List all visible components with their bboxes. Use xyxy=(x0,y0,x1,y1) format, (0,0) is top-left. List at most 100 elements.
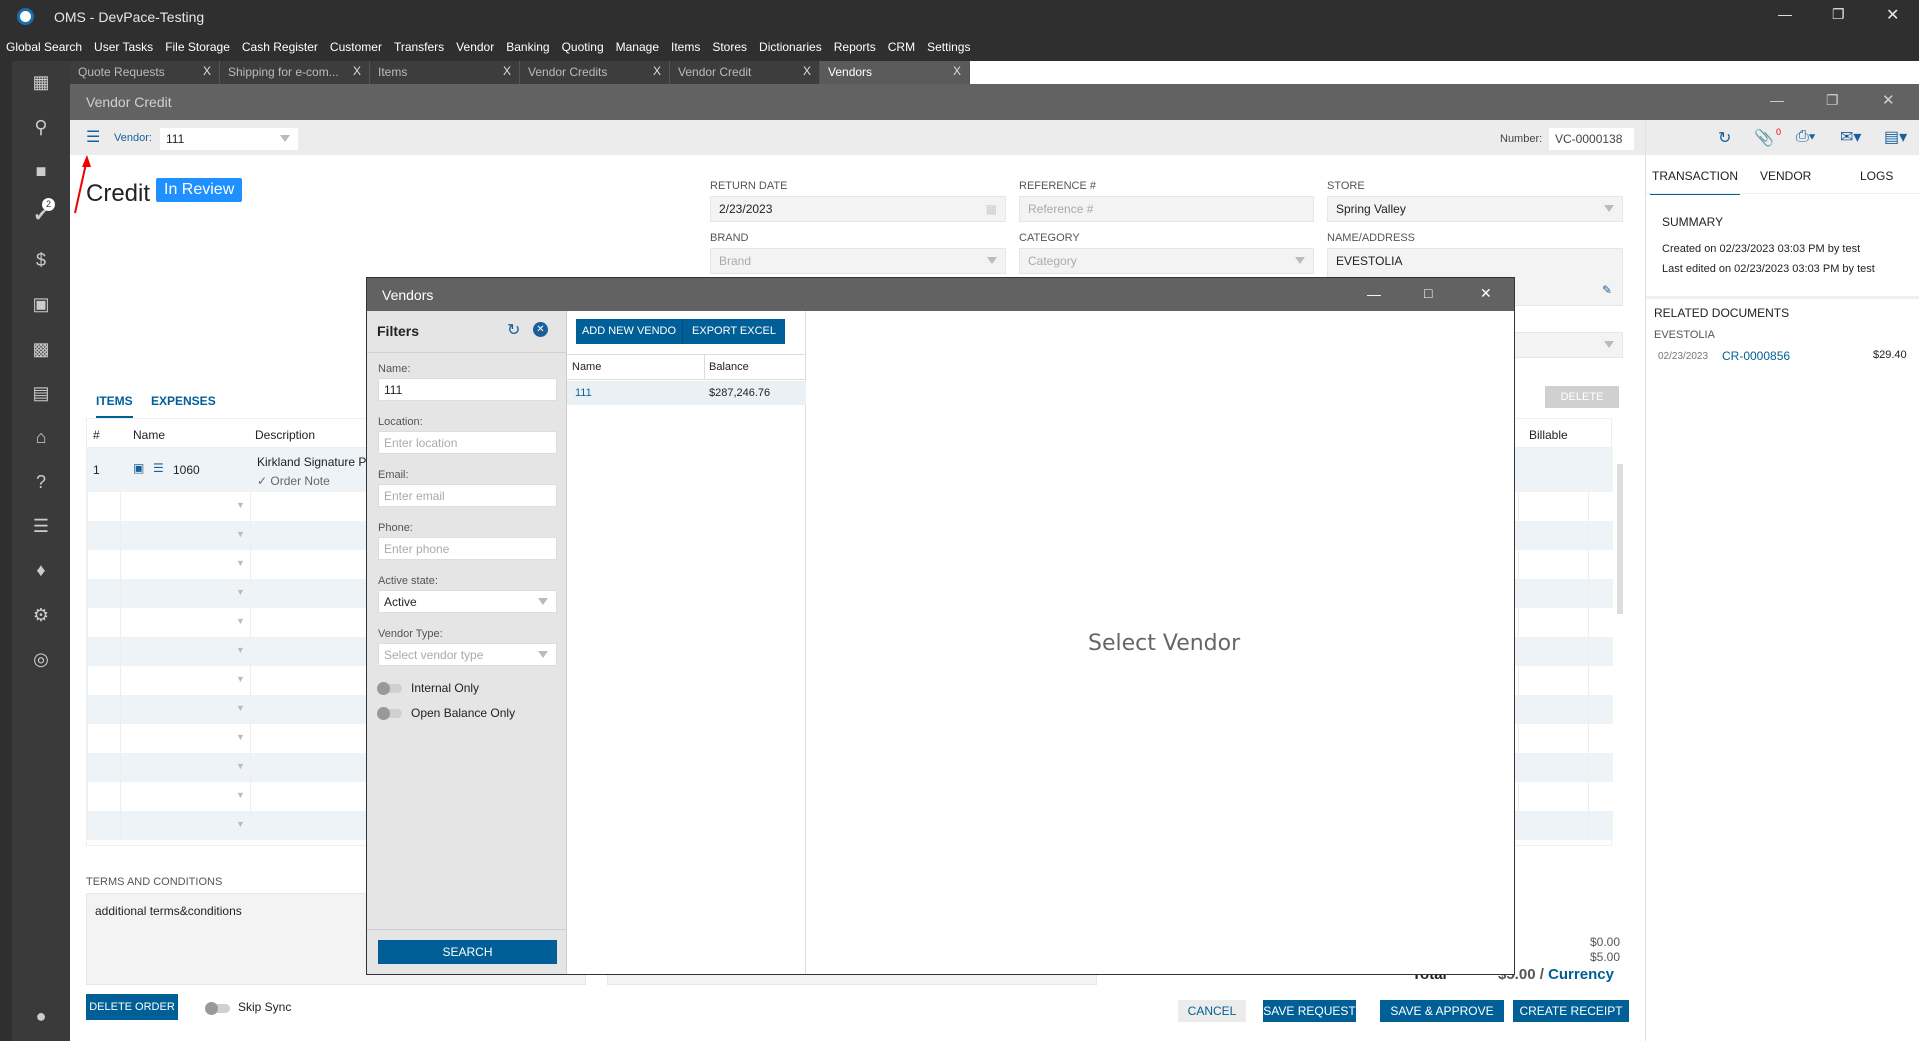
email-filter-input[interactable]: Enter email xyxy=(378,484,557,507)
table-row[interactable]: 111 $287,246.76 xyxy=(567,381,806,405)
doc-minimize-icon[interactable]: — xyxy=(1770,92,1784,108)
dialog-maximize-icon[interactable]: □ xyxy=(1424,285,1433,301)
refresh-filters-icon[interactable]: ↻ xyxy=(507,322,521,339)
brand-select[interactable]: Brand xyxy=(710,248,1006,274)
chevron-down-icon[interactable]: ▼ xyxy=(236,674,245,684)
category-select[interactable]: Category xyxy=(1019,248,1314,274)
store-icon[interactable]: ▤ xyxy=(32,383,50,403)
add-new-vendor-button[interactable]: ADD NEW VENDO xyxy=(576,319,682,344)
reference-field[interactable]: Reference # xyxy=(1019,196,1314,222)
restore-icon[interactable]: ❐ xyxy=(1832,6,1845,22)
chevron-down-icon[interactable]: ▼ xyxy=(236,732,245,742)
tab-close-icon[interactable]: X xyxy=(652,64,661,78)
vendor-type-select[interactable]: Select vendor type xyxy=(378,643,557,666)
location-filter-input[interactable]: Enter location xyxy=(378,431,557,454)
active-state-select[interactable]: Active xyxy=(378,590,557,613)
delete-item-button[interactable]: DELETE xyxy=(1545,386,1619,408)
save-approve-button[interactable]: SAVE & APPROVE xyxy=(1380,1000,1504,1022)
tag-icon[interactable]: ♦ xyxy=(36,560,46,580)
menu-item-file-storage[interactable]: File Storage xyxy=(165,40,230,54)
list-icon[interactable]: ☰ xyxy=(153,461,164,475)
print-icon[interactable]: ⎙▾ xyxy=(1796,128,1816,145)
menu-item-reports[interactable]: Reports xyxy=(833,40,876,54)
doc-restore-icon[interactable]: ❐ xyxy=(1826,92,1839,108)
dialog-close-icon[interactable]: ✕ xyxy=(1480,285,1492,301)
catalog-icon[interactable]: ▩ xyxy=(32,339,50,359)
email-icon[interactable]: ✉▾ xyxy=(1840,129,1862,146)
menu-item-items[interactable]: Items xyxy=(671,40,701,54)
globe-icon[interactable]: ◎ xyxy=(33,649,49,669)
menu-item-global-search[interactable]: Global Search xyxy=(6,40,83,54)
menu-item-cash-register[interactable]: Cash Register xyxy=(241,40,318,54)
search-icon[interactable]: ⚲ xyxy=(34,117,48,137)
calendar-icon[interactable]: ▦ xyxy=(985,202,997,216)
menu-item-vendor[interactable]: Vendor xyxy=(456,40,495,54)
dollar-icon[interactable]: $ xyxy=(35,250,46,270)
menu-item-manage[interactable]: Manage xyxy=(615,40,659,54)
chevron-down-icon[interactable]: ▼ xyxy=(236,529,245,539)
internal-only-toggle[interactable] xyxy=(377,682,402,695)
export-excel-button[interactable]: EXPORT EXCEL xyxy=(682,319,785,344)
related-doc-link[interactable]: CR-0000856 xyxy=(1722,349,1791,363)
vendor-select[interactable]: 111 xyxy=(160,128,298,150)
tab-items[interactable]: ITEMS xyxy=(96,394,133,418)
menu-item-quoting[interactable]: Quoting xyxy=(561,40,604,54)
clipboard-icon[interactable]: ☰ xyxy=(32,516,50,536)
dashboard-icon[interactable]: ▦ xyxy=(32,72,50,92)
skip-sync-toggle[interactable] xyxy=(205,1002,230,1015)
menu-item-banking[interactable]: Banking xyxy=(506,40,550,54)
attachment-icon[interactable]: 📎 xyxy=(1754,130,1774,147)
tab-close-icon[interactable]: X xyxy=(352,64,361,78)
refresh-icon[interactable]: ↻ xyxy=(1718,130,1732,147)
return-date-field[interactable]: 2/23/2023 ▦ xyxy=(710,196,1006,222)
contact-icon[interactable]: ▣ xyxy=(32,294,50,314)
tab-transaction[interactable]: TRANSACTION xyxy=(1650,169,1741,195)
store-select[interactable]: Spring Valley xyxy=(1327,196,1623,222)
chevron-down-icon[interactable]: ▼ xyxy=(236,819,245,829)
chevron-down-icon[interactable]: ▼ xyxy=(236,500,245,510)
tab-close-icon[interactable]: X xyxy=(952,64,961,78)
tab-expenses[interactable]: EXPENSES xyxy=(151,394,216,408)
currency-link[interactable]: Currency xyxy=(1548,966,1614,983)
tasks-icon[interactable]: ✔ 2 xyxy=(30,198,55,226)
grid-scrollbar[interactable] xyxy=(1617,464,1623,614)
quote-icon[interactable]: ? xyxy=(35,472,46,492)
edit-list-icon[interactable]: ☰ xyxy=(86,129,101,146)
chevron-down-icon[interactable]: ▼ xyxy=(236,703,245,713)
menu-item-user-tasks[interactable]: User Tasks xyxy=(94,40,154,54)
chevron-down-icon[interactable]: ▼ xyxy=(236,587,245,597)
cancel-button[interactable]: CANCEL xyxy=(1178,1000,1246,1022)
chevron-down-icon[interactable]: ▼ xyxy=(236,790,245,800)
pencil-icon[interactable]: ✎ xyxy=(1601,283,1612,297)
row-note[interactable]: ✓ Order Note xyxy=(257,474,330,488)
menu-item-settings[interactable]: Settings xyxy=(927,40,971,54)
menu-item-stores[interactable]: Stores xyxy=(712,40,748,54)
tab-quote-requests[interactable]: Quote Requests X xyxy=(70,61,220,84)
tab-vendors[interactable]: Vendors X xyxy=(820,61,970,84)
save-request-button[interactable]: SAVE REQUEST xyxy=(1263,1000,1356,1022)
tab-vendor-credit[interactable]: Vendor Credit X xyxy=(670,61,820,84)
chevron-down-icon[interactable]: ▼ xyxy=(236,558,245,568)
doc-close-icon[interactable]: ✕ xyxy=(1882,92,1895,109)
search-button[interactable]: SEARCH xyxy=(378,940,557,964)
gear-icon[interactable]: ⚙ xyxy=(32,605,50,625)
tab-close-icon[interactable]: X xyxy=(502,64,511,78)
bank-icon[interactable]: ⌂ xyxy=(35,427,47,447)
delete-order-button[interactable]: DELETE ORDER xyxy=(86,994,178,1020)
minimize-icon[interactable]: — xyxy=(1778,6,1792,22)
menu-item-customer[interactable]: Customer xyxy=(329,40,382,54)
document-icon[interactable]: ▤▾ xyxy=(1884,129,1908,146)
menu-item-transfers[interactable]: Transfers xyxy=(393,40,445,54)
close-icon[interactable]: ✕ xyxy=(1886,7,1900,24)
tab-close-icon[interactable]: X xyxy=(802,64,811,78)
menu-item-crm[interactable]: CRM xyxy=(887,40,916,54)
folder-icon[interactable]: ■ xyxy=(35,161,47,181)
clear-filters-icon[interactable]: ✕ xyxy=(533,322,548,337)
dialog-minimize-icon[interactable]: — xyxy=(1367,286,1381,302)
phone-filter-input[interactable]: Enter phone xyxy=(378,537,557,560)
tab-shipping-for-e-com-[interactable]: Shipping for e-com... X xyxy=(220,61,370,84)
chevron-down-icon[interactable]: ▼ xyxy=(236,645,245,655)
user-icon[interactable]: ● xyxy=(35,1006,47,1026)
tab-vendor-credits[interactable]: Vendor Credits X xyxy=(520,61,670,84)
name-filter-input[interactable]: 111 xyxy=(378,378,557,401)
